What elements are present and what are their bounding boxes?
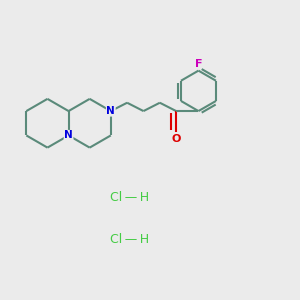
Text: Cl — H: Cl — H bbox=[110, 191, 149, 204]
Text: Cl — H: Cl — H bbox=[110, 233, 149, 246]
Text: O: O bbox=[172, 134, 181, 144]
Text: N: N bbox=[64, 130, 73, 140]
Text: F: F bbox=[195, 59, 202, 69]
Text: N: N bbox=[106, 106, 115, 116]
